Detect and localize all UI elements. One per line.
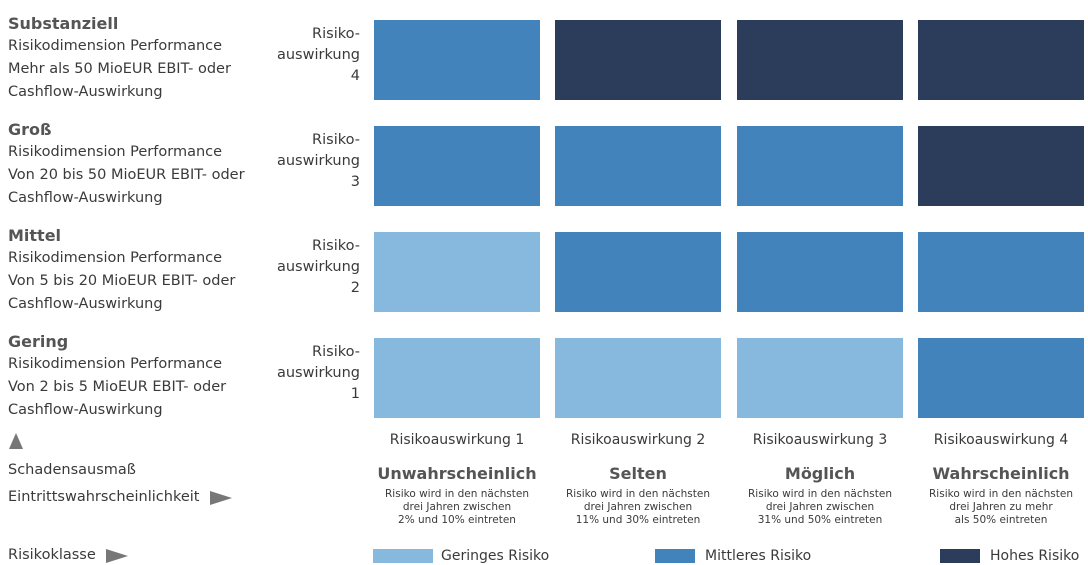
row-description-line: Risikodimension Performance [8, 356, 223, 372]
impact-label-line: auswirkung [276, 365, 360, 381]
impact-label: Risiko-auswirkung 4 [268, 24, 360, 87]
row-description-line: Cashflow-Auswirkung [8, 190, 163, 206]
column-description-line: drei Jahren zu mehr [949, 501, 1053, 513]
matrix-cell-high [918, 20, 1084, 100]
row-description: Gering Risikodimension Performance Von 2 b… [8, 330, 268, 422]
impact-label-line: 4 [350, 68, 360, 84]
column-description: Risiko wird in den nächsten drei Jahren z… [362, 488, 552, 527]
matrix-cell-high [555, 20, 721, 100]
matrix-cell-medium [555, 126, 721, 206]
column-description: Risiko wird in den nächsten drei Jahren z… [543, 488, 733, 527]
column-header: Risikoauswirkung 4 [933, 432, 1069, 448]
row-description: Mittel Risikodimension Performance Von 5 b… [8, 224, 268, 316]
legend-swatch-low [373, 549, 433, 563]
matrix-cell-medium [374, 126, 540, 206]
column-header: Risikoauswirkung 2 [570, 432, 706, 448]
matrix-cell-medium [918, 232, 1084, 312]
matrix-cell-low [737, 338, 903, 418]
matrix-cell-medium [555, 232, 721, 312]
column-header: Risikoauswirkung 1 [389, 432, 525, 448]
row-description-line: Von 5 bis 20 MioEUR EBIT- oder [8, 273, 236, 289]
column-description-line: als 50% eintreten [954, 514, 1048, 526]
impact-label-line: 2 [350, 280, 360, 296]
column-title: Selten [609, 464, 667, 483]
legend-label: Geringes Risiko [441, 548, 550, 564]
row-description-line: Risikodimension Performance [8, 38, 223, 54]
column-description-line: 2% und 10% eintreten [398, 514, 516, 526]
column-title: Unwahrscheinlich [377, 464, 537, 483]
row-description-line: Mehr als 50 MioEUR EBIT- oder [8, 61, 231, 77]
up-arrow-icon [9, 433, 23, 449]
legend-label: Hohes Risiko [990, 548, 1080, 564]
row-title: Mittel [8, 226, 62, 245]
matrix-cell-low [374, 232, 540, 312]
impact-label-line: 1 [350, 386, 360, 402]
legend-swatch-medium [655, 549, 695, 563]
column-description-line: Risiko wird in den nächsten [929, 488, 1073, 500]
column-description: Risiko wird in den nächsten drei Jahren z… [725, 488, 915, 527]
matrix-cell-high [737, 20, 903, 100]
column-title: Möglich [784, 464, 856, 483]
impact-label-line: 3 [350, 174, 360, 190]
impact-label-line: Risiko- [312, 132, 360, 148]
row-title: Groß [8, 120, 52, 139]
impact-label-line: Risiko- [312, 344, 360, 360]
row-description-line: Risikodimension Performance [8, 144, 223, 160]
matrix-cell-medium [737, 232, 903, 312]
column-description-line: Risiko wird in den nächsten [385, 488, 529, 500]
column-description-line: Risiko wird in den nächsten [566, 488, 710, 500]
column-header: Risikoauswirkung 3 [752, 432, 888, 448]
risk-class-label: Risikoklasse [8, 547, 96, 563]
impact-label-line: Risiko- [312, 238, 360, 254]
row-title: Substanziell [8, 14, 119, 33]
column-description-line: Risiko wird in den nächsten [748, 488, 892, 500]
column-description-line: drei Jahren zwischen [583, 501, 693, 513]
row-description-line: Von 2 bis 5 MioEUR EBIT- oder [8, 379, 227, 395]
right-arrow-icon [106, 549, 128, 563]
impact-label: Risiko-auswirkung 1 [268, 342, 360, 405]
row-description-line: Risikodimension Performance [8, 250, 223, 266]
impact-label-line: auswirkung [276, 259, 360, 275]
axis-damage-label: Schadensausmaß [8, 462, 136, 478]
impact-label-line: auswirkung [276, 153, 360, 169]
matrix-cell-medium [918, 338, 1084, 418]
impact-label-line: auswirkung [276, 47, 360, 63]
row-description-line: Cashflow-Auswirkung [8, 402, 163, 418]
column-title: Wahrscheinlich [932, 464, 1070, 483]
column-description-line: drei Jahren zwischen [765, 501, 875, 513]
matrix-cell-low [555, 338, 721, 418]
impact-label: Risiko-auswirkung 3 [268, 130, 360, 193]
matrix-cell-low [374, 338, 540, 418]
row-description-line: Cashflow-Auswirkung [8, 84, 163, 100]
matrix-cell-medium [374, 20, 540, 100]
row-description-line: Cashflow-Auswirkung [8, 296, 163, 312]
legend-swatch-high [940, 549, 980, 563]
right-arrow-icon [210, 491, 232, 505]
legend-label: Mittleres Risiko [705, 548, 812, 564]
row-description-line: Von 20 bis 50 MioEUR EBIT- oder [8, 167, 245, 183]
matrix-cell-medium [737, 126, 903, 206]
column-description-line: 11% und 30% eintreten [575, 514, 701, 526]
row-description: Groß Risikodimension Performance Von 20 bi… [8, 118, 268, 210]
matrix-cell-high [918, 126, 1084, 206]
row-description: Substanziell Risikodimension Performance M… [8, 12, 268, 104]
column-description-line: drei Jahren zwischen [402, 501, 512, 513]
column-description-line: 31% und 50% eintreten [757, 514, 883, 526]
axis-probability-label: Eintrittswahrscheinlichkeit [8, 489, 200, 505]
impact-label-line: Risiko- [312, 26, 360, 42]
row-title: Gering [8, 332, 69, 351]
column-description: Risiko wird in den nächsten drei Jahren z… [906, 488, 1088, 527]
impact-label: Risiko-auswirkung 2 [268, 236, 360, 299]
